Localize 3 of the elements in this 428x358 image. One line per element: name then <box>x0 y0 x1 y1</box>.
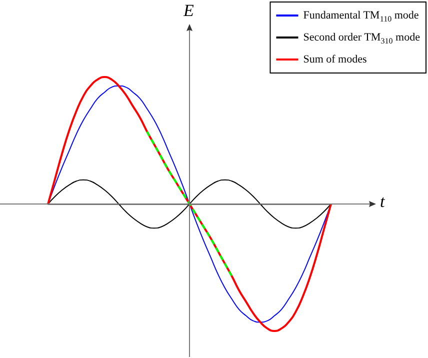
legend-label: Sum of modes <box>303 54 367 66</box>
y-axis-title: E <box>182 1 194 20</box>
x-axis-title: t <box>380 192 386 211</box>
